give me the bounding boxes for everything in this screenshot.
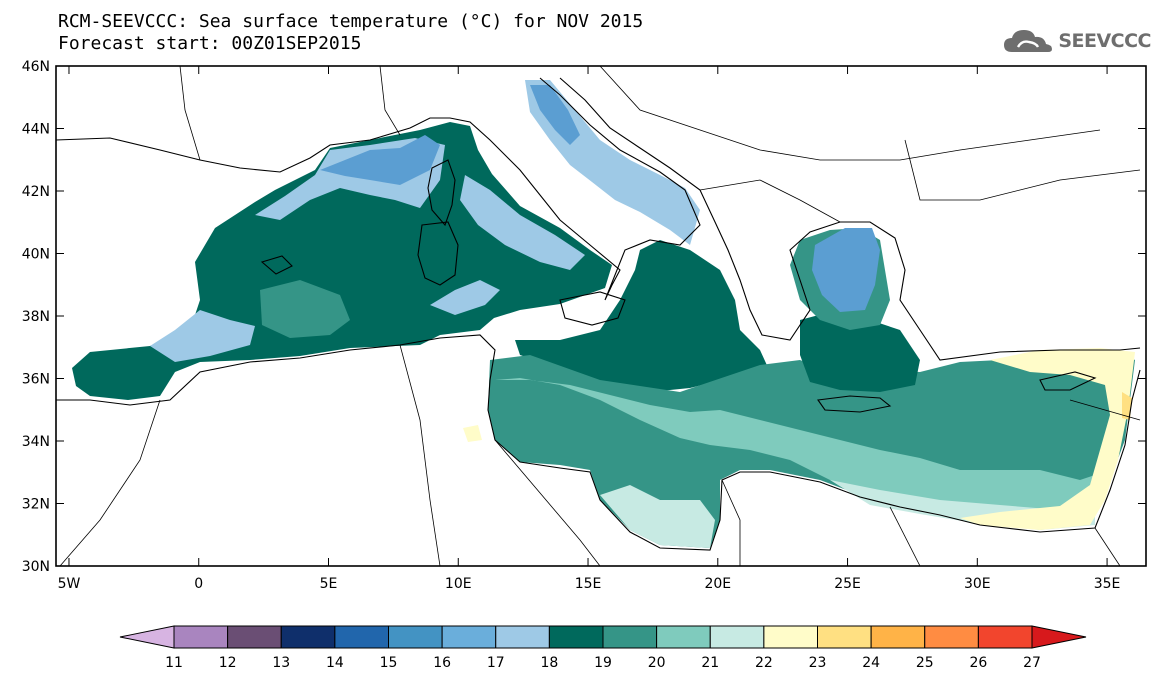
- y-tick-label: 30N: [22, 559, 50, 575]
- coast-sardinia: [417, 221, 459, 286]
- cloud-logo-icon: [1004, 30, 1053, 52]
- x-tick-label: 10E: [445, 576, 472, 592]
- colorbar-label: 14: [326, 655, 344, 671]
- coast-sicily: [559, 291, 626, 326]
- sst-region-tunisia-coast: [463, 425, 482, 442]
- colorbar-label: 27: [1023, 655, 1041, 671]
- colorbar-bin: [709, 625, 765, 649]
- sst-region-aegean-north: [812, 228, 880, 312]
- sst-region-libyan-sea: [495, 378, 1110, 528]
- sst-field: [72, 80, 1135, 548]
- colorbar-min-triangle: [119, 625, 175, 649]
- colorbar-label: 17: [487, 655, 505, 671]
- x-axis: 5W 0 5E 10E 15E 20E 25E 30E 35E: [58, 66, 1121, 592]
- x-tick-label: 15E: [575, 576, 602, 592]
- sst-region-levant-hot: [1122, 392, 1132, 420]
- colorbar: 11 12 13 14 15 16 17 18 19 20 21 22 23 24 25 26 27: [119, 625, 1087, 671]
- coast-corsica: [427, 159, 456, 227]
- colorbar-label: 16: [433, 655, 451, 671]
- x-tick-label: 5W: [58, 576, 81, 592]
- colorbar-bin: [227, 625, 282, 649]
- y-tick-label: 46N: [22, 59, 50, 75]
- colorbar-label: 26: [969, 655, 987, 671]
- x-tick-label: 25E: [834, 576, 861, 592]
- sst-region-balearic-west: [260, 280, 350, 338]
- sst-region-tyrrhenian-south: [430, 280, 500, 315]
- colorbar-bin: [173, 625, 229, 649]
- logo-text: SEEVCCC: [1058, 30, 1151, 52]
- colorbar-bin: [602, 625, 658, 649]
- y-tick-label: 44N: [22, 122, 50, 138]
- y-tick-label: 34N: [22, 434, 50, 450]
- colorbar-label: 12: [219, 655, 237, 671]
- colorbar-label: 19: [594, 655, 612, 671]
- x-tick-label: 30E: [964, 576, 991, 592]
- y-tick-label: 42N: [22, 184, 50, 200]
- chart-subtitle: Forecast start: 00Z01SEP2015: [58, 33, 362, 54]
- seevccc-logo: SEEVCCC: [1002, 26, 1151, 56]
- colorbar-label: 21: [701, 655, 719, 671]
- y-tick-label: 32N: [22, 497, 50, 513]
- colorbar-bin: [656, 625, 711, 649]
- sst-region-west-cool: [150, 310, 255, 362]
- x-tick-label: 20E: [704, 576, 731, 592]
- colorbar-label: 15: [380, 655, 398, 671]
- sst-region-sirte: [600, 485, 715, 548]
- colorbar-bin: [441, 625, 497, 649]
- colorbar-label: 23: [809, 655, 827, 671]
- sst-region-levant-warm: [960, 348, 1135, 530]
- coastlines: [56, 77, 1141, 551]
- colorbar-bin: [924, 625, 979, 649]
- x-tick-label: 5E: [320, 576, 338, 592]
- y-tick-label: 40N: [22, 247, 50, 263]
- sst-region-ionian: [515, 240, 770, 392]
- colorbar-bin: [977, 625, 1033, 649]
- coast-north: [56, 77, 701, 301]
- chart-title: RCM-SEEVCCC: Sea surface temperature (°C…: [58, 11, 644, 32]
- y-tick-label: 36N: [22, 372, 50, 388]
- colorbar-bin: [548, 625, 604, 649]
- colorbar-bin: [817, 625, 872, 649]
- coast-cyprus: [1039, 371, 1097, 391]
- coast-mallorca: [260, 255, 293, 275]
- colorbar-bin: [388, 625, 443, 649]
- colorbar-label: 20: [648, 655, 666, 671]
- colorbar-bin: [763, 625, 818, 649]
- colorbar-label: 11: [165, 655, 183, 671]
- sst-region-ligurian: [320, 135, 440, 185]
- colorbar-label: 24: [862, 655, 880, 671]
- sst-region-aegean-south: [800, 312, 920, 392]
- colorbar-bin: [334, 625, 389, 649]
- x-tick-label: 0: [194, 576, 203, 592]
- sst-region-adriatic-north: [530, 85, 580, 145]
- y-tick-label: 38N: [22, 309, 50, 325]
- colorbar-bin: [495, 625, 550, 649]
- colorbar-label: 25: [916, 655, 934, 671]
- coast-crete: [817, 395, 892, 413]
- sst-region-tyrrhenian: [460, 175, 585, 270]
- colorbar-bin: [280, 625, 336, 649]
- colorbar-label: 22: [755, 655, 773, 671]
- coast-south: [56, 334, 1141, 551]
- colorbar-bin: [870, 625, 926, 649]
- y-axis: 30N 32N 34N 36N 38N 40N 42N 44N 46N: [22, 59, 1146, 575]
- x-tick-label: 35E: [1094, 576, 1121, 592]
- colorbar-label: 18: [540, 655, 558, 671]
- colorbar-label: 13: [272, 655, 290, 671]
- colorbar-max-triangle: [1031, 625, 1087, 649]
- country-borders: [59, 66, 1141, 566]
- coast-balkans: [559, 77, 1141, 361]
